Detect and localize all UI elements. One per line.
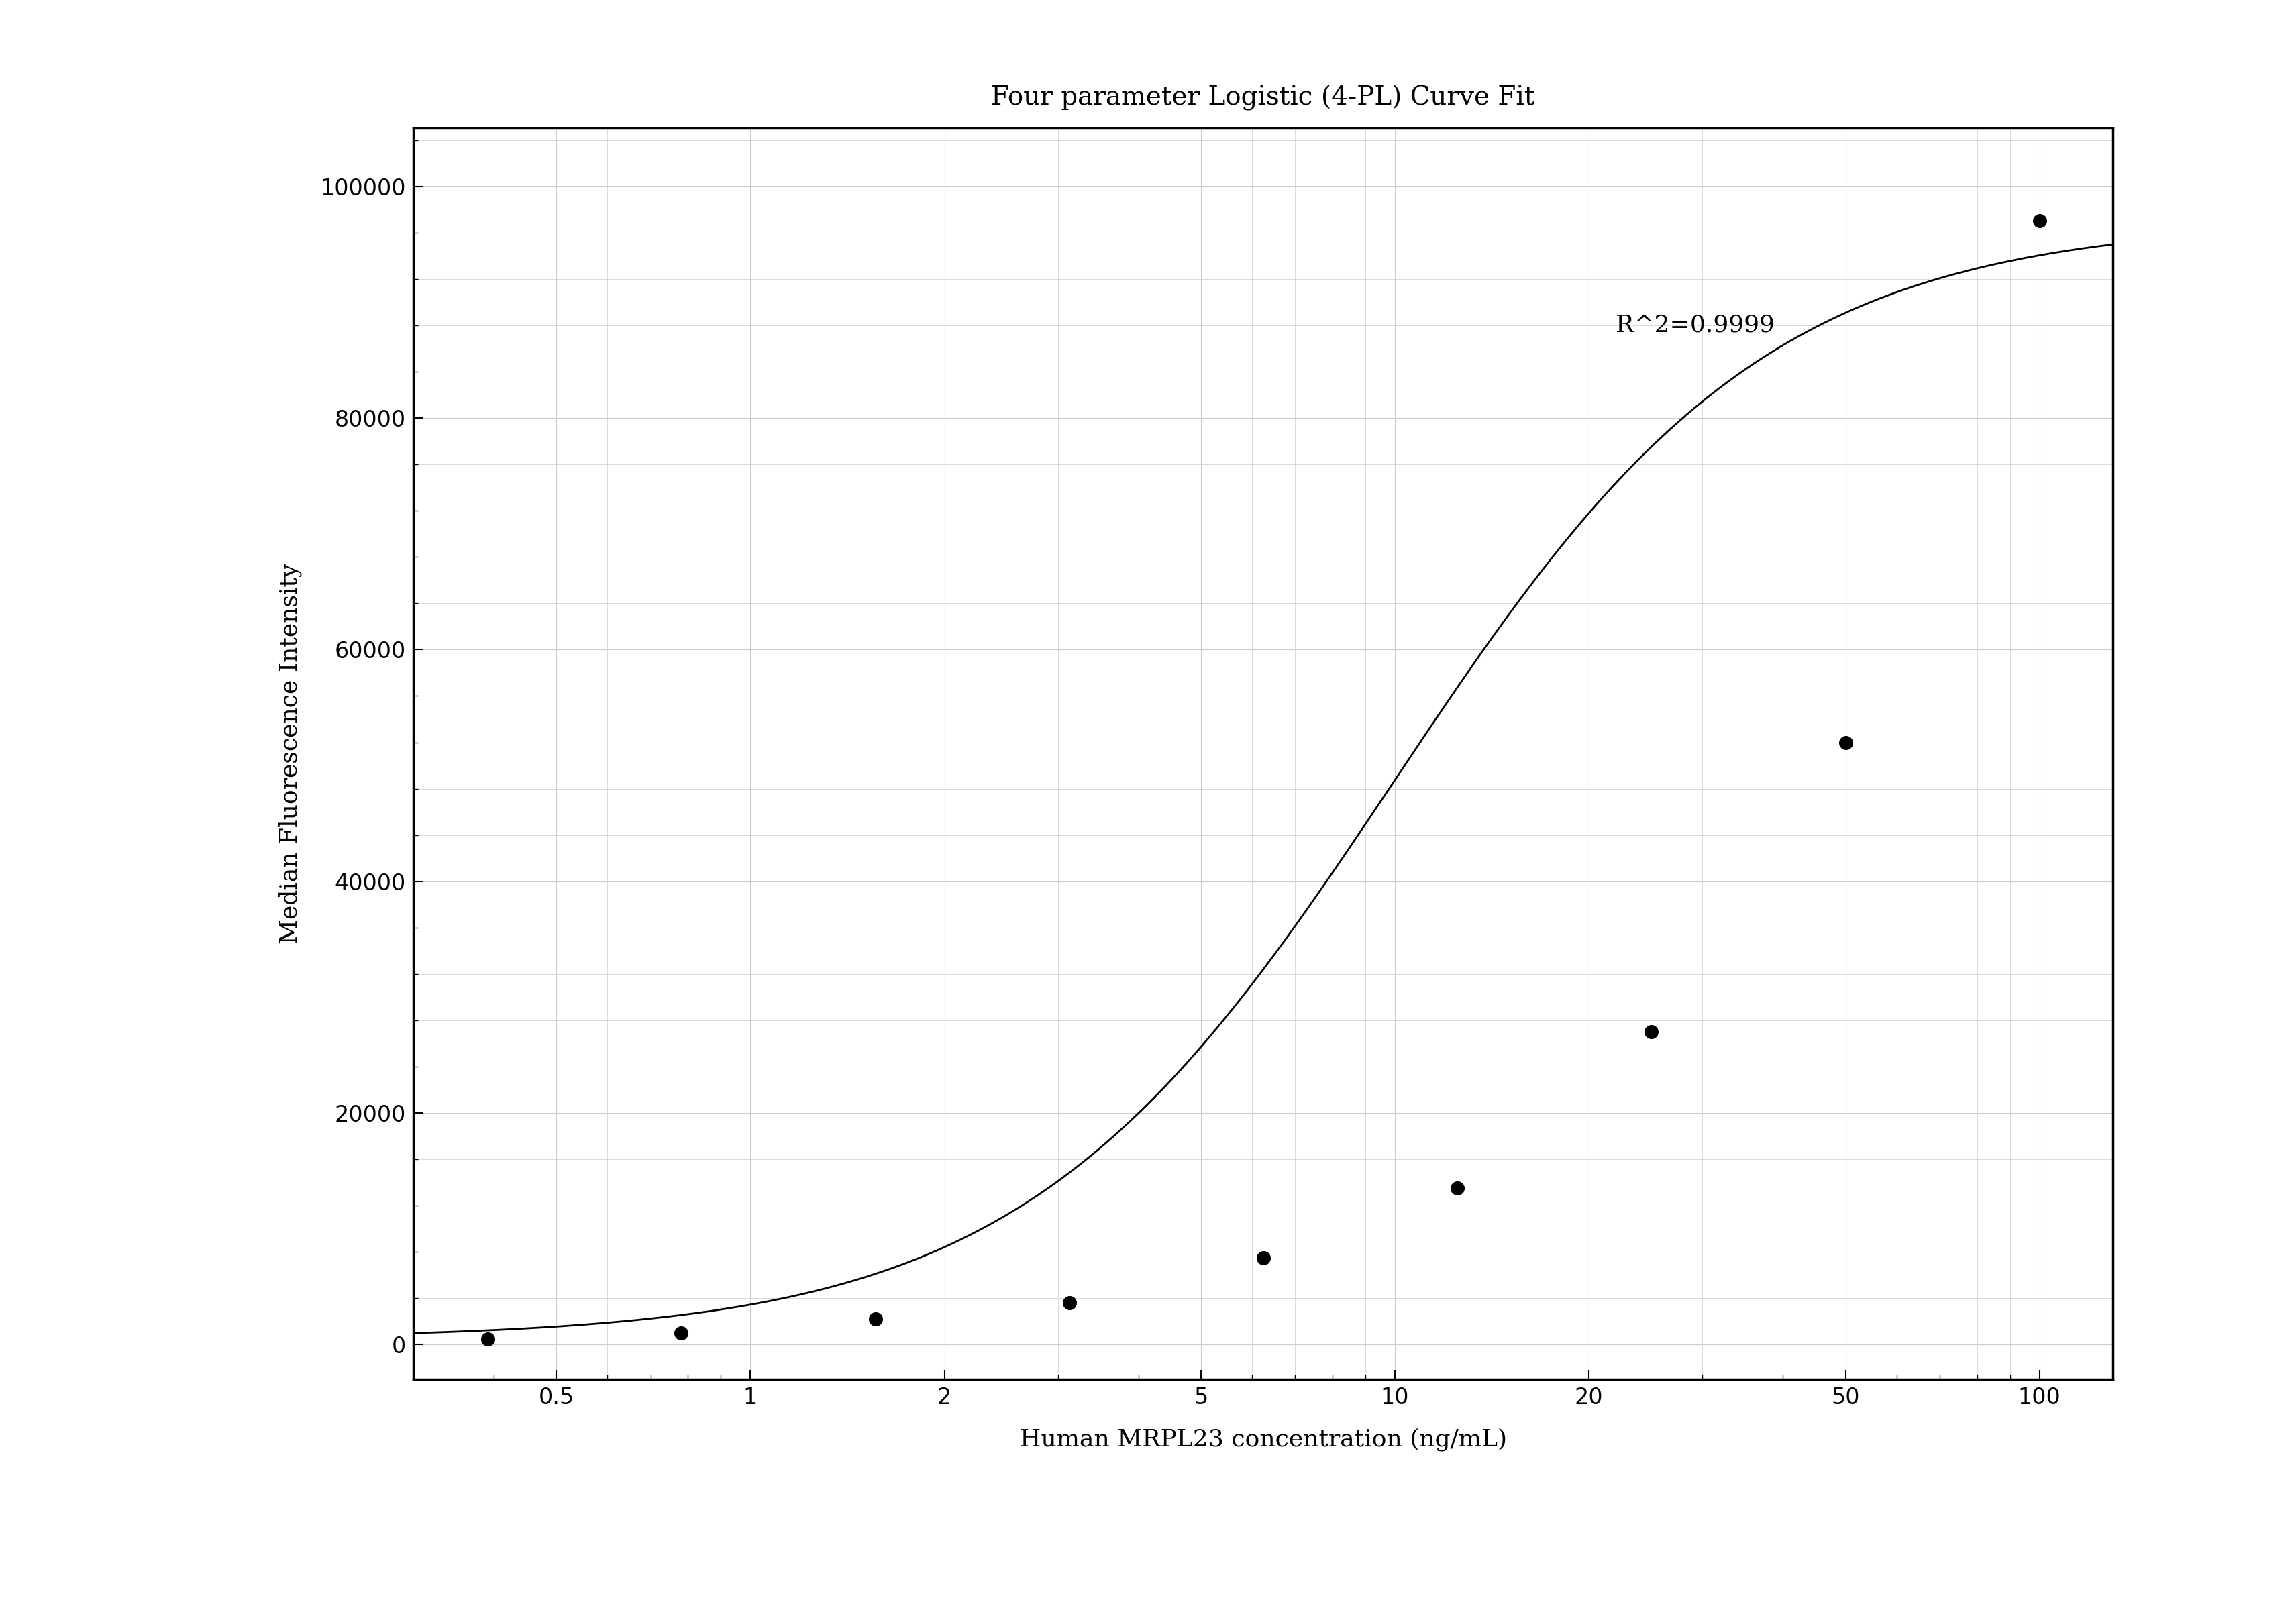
X-axis label: Human MRPL23 concentration (ng/mL): Human MRPL23 concentration (ng/mL) (1019, 1428, 1506, 1452)
Point (2020, 209, 2057, 234)
Point (468, 1327, 505, 1352)
Point (1052, 1290, 1088, 1315)
Title: Four parameter Logistic (4-PL) Curve Fit: Four parameter Logistic (4-PL) Curve Fit (992, 85, 1534, 111)
Point (664, 1320, 700, 1346)
Text: R^2=0.9999: R^2=0.9999 (1614, 314, 1775, 337)
Point (1828, 730, 1864, 755)
Point (856, 1306, 893, 1331)
Point (1632, 1019, 1669, 1044)
Y-axis label: Median Fluorescence Intensity: Median Fluorescence Intensity (278, 563, 301, 945)
Point (1440, 1176, 1476, 1201)
Point (1244, 1245, 1281, 1270)
